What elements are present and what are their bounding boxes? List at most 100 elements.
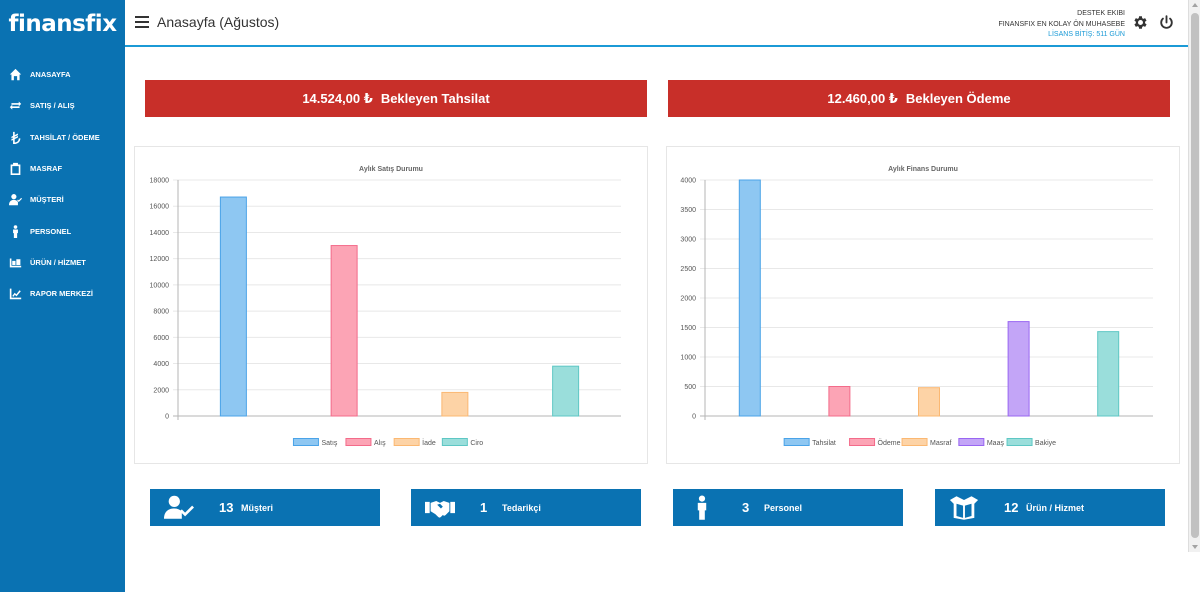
legend-swatch[interactable]: [901, 438, 928, 446]
pending-collection-box[interactable]: 14.524,00 ₺ Bekleyen Tahsilat: [145, 80, 647, 117]
legend-swatch[interactable]: [441, 438, 468, 446]
legend-label[interactable]: Maaş: [987, 440, 1005, 447]
scroll-up-icon[interactable]: [1192, 3, 1198, 7]
y-tick-label: 2000: [153, 387, 169, 394]
user-name: DESTEK EKIBI: [1077, 10, 1125, 17]
bar-bakiye[interactable]: [1097, 331, 1120, 417]
sidebar-item-label: ANASAYFA: [30, 70, 71, 80]
sales-chart: 0 2000 4000 6000 8000 10000 12000 14000 16000 180…: [150, 178, 621, 447]
stat-count: 13: [219, 500, 234, 515]
y-tick-label: 0: [165, 414, 169, 421]
stat-suppliers[interactable]: 1 Tedarikçi: [411, 489, 641, 526]
stat-count: 1: [480, 500, 488, 515]
legend-label[interactable]: İade: [422, 438, 436, 447]
legend-label[interactable]: Satış: [321, 440, 337, 447]
y-tick-label: 6000: [153, 335, 169, 342]
legend-swatch[interactable]: [958, 438, 985, 446]
legend-label[interactable]: Bakiye: [1035, 440, 1056, 447]
pending-payment-amount: 12.460,00 ₺: [827, 90, 898, 106]
legend-swatch[interactable]: [849, 438, 876, 446]
sidebar-item-urun-hizmet[interactable]: ÜRÜN / HİZMET: [0, 247, 125, 278]
legend-label[interactable]: Ciro: [470, 440, 483, 447]
bar-tahsilat[interactable]: [738, 179, 761, 417]
legend-swatch[interactable]: [292, 438, 319, 446]
legend-label[interactable]: Alış: [374, 440, 386, 447]
home-icon: [9, 68, 22, 81]
sidebar-item-musteri[interactable]: MÜŞTERİ: [0, 184, 125, 215]
sidebar-item-personel[interactable]: PERSONEL: [0, 215, 125, 246]
y-tick-label: 0: [692, 414, 696, 421]
sales-chart-card: Aylık Satış Durumu 0 2000 4000 6000 8000 1000…: [134, 146, 648, 464]
license-status: LİSANS BİTİŞ: 511 GÜN: [1048, 31, 1125, 38]
page-scrollbar[interactable]: [1188, 0, 1200, 552]
sidebar-item-tahsilat-odeme[interactable]: TAHSİLAT / ÖDEME: [0, 122, 125, 153]
y-tick-label: 12000: [150, 256, 170, 263]
person-icon: [13, 224, 18, 238]
stat-products[interactable]: 12 Ürün / Hizmet: [935, 489, 1165, 526]
pending-collection-label: Bekleyen Tahsilat: [380, 91, 490, 106]
y-tick-label: 2000: [680, 296, 696, 303]
sidebar-nav: ANASAYFA SATIŞ / ALIŞ TAHSİLAT / ÖDEME M…: [0, 59, 125, 309]
stat-label: Tedarikçi: [502, 503, 541, 513]
power-icon[interactable]: [1158, 14, 1175, 31]
bar-maaş[interactable]: [1007, 321, 1030, 417]
person-icon: [697, 495, 707, 520]
stat-customers[interactable]: 13 Müşteri: [150, 489, 380, 526]
page-title: Anasayfa (Ağustos): [157, 14, 280, 30]
sidebar-item-anasayfa[interactable]: ANASAYFA: [0, 59, 125, 90]
user-info: DESTEK EKIBI FINANSFIX EN KOLAY ÖN MUHAS…: [998, 9, 1125, 41]
bar-satış[interactable]: [219, 196, 247, 417]
legend-swatch[interactable]: [783, 438, 810, 446]
stat-staff[interactable]: 3 Personel: [673, 489, 903, 526]
company-name: FINANSFIX EN KOLAY ÖN MUHASEBE: [998, 20, 1125, 28]
bar-i̇ade[interactable]: [441, 391, 469, 417]
y-tick-label: 4000: [153, 361, 169, 368]
legend-swatch[interactable]: [393, 438, 420, 446]
stat-label: Müşteri: [241, 503, 274, 513]
bar-ödeme[interactable]: [828, 386, 851, 417]
y-tick-label: 1000: [680, 355, 696, 362]
user-check-icon: [9, 194, 22, 206]
sidebar-item-label: PERSONEL: [30, 226, 72, 236]
lira-icon: [11, 131, 21, 144]
stat-label: Personel: [764, 503, 803, 513]
y-tick-label: 3000: [680, 237, 696, 244]
scroll-down-icon[interactable]: [1192, 545, 1198, 549]
y-tick-label: 10000: [150, 282, 170, 289]
sidebar-item-satis-alis[interactable]: SATIŞ / ALIŞ: [0, 90, 125, 121]
bar-ciro[interactable]: [552, 365, 580, 417]
y-tick-label: 2500: [680, 266, 696, 273]
legend-swatch[interactable]: [345, 438, 372, 446]
open-box-icon: [949, 496, 979, 520]
finance-chart: 0 500 1000 1500 2000 2500 3000 3500 4000 Tahsilat…: [680, 178, 1153, 447]
y-tick-label: 8000: [153, 309, 169, 316]
legend-label[interactable]: Masraf: [930, 440, 951, 447]
sidebar-item-label: MÜŞTERİ: [30, 195, 64, 205]
top-bar: Anasayfa (Ağustos) DESTEK EKIBI FINANSFI…: [125, 0, 1188, 47]
swap-icon: [9, 101, 22, 110]
legend-label[interactable]: Tahsilat: [812, 440, 836, 447]
y-tick-label: 1500: [680, 325, 696, 332]
y-tick-label: 18000: [150, 178, 170, 185]
sidebar-item-label: RAPOR MERKEZİ: [30, 289, 93, 299]
pending-payment-box[interactable]: 12.460,00 ₺ Bekleyen Ödeme: [668, 80, 1170, 117]
y-tick-label: 500: [684, 384, 696, 391]
pending-collection-amount: 14.524,00 ₺: [302, 90, 373, 106]
sidebar-item-label: ÜRÜN / HİZMET: [30, 257, 86, 267]
brand-logo[interactable]: finansfix: [8, 11, 117, 37]
legend-swatch[interactable]: [1006, 438, 1033, 446]
sidebar-item-label: SATIŞ / ALIŞ: [30, 101, 75, 111]
finance-chart-card: Aylık Finans Durumu 0 500 1000 1500 2000 2500…: [666, 146, 1180, 464]
scroll-thumb[interactable]: [1191, 13, 1199, 538]
bar-masraf[interactable]: [918, 387, 940, 417]
sidebar-item-rapor-merkezi[interactable]: RAPOR MERKEZİ: [0, 278, 125, 309]
sidebar-item-label: MASRAF: [30, 164, 63, 174]
handshake-icon: [425, 500, 455, 518]
menu-toggle-icon[interactable]: [135, 16, 149, 28]
legend-label[interactable]: Ödeme: [878, 439, 901, 447]
bar-alış[interactable]: [330, 245, 358, 417]
y-tick-label: 14000: [150, 230, 170, 237]
sidebar-item-masraf[interactable]: MASRAF: [0, 153, 125, 184]
gear-icon[interactable]: [1132, 14, 1149, 31]
pending-payment-label: Bekleyen Ödeme: [905, 91, 1011, 106]
